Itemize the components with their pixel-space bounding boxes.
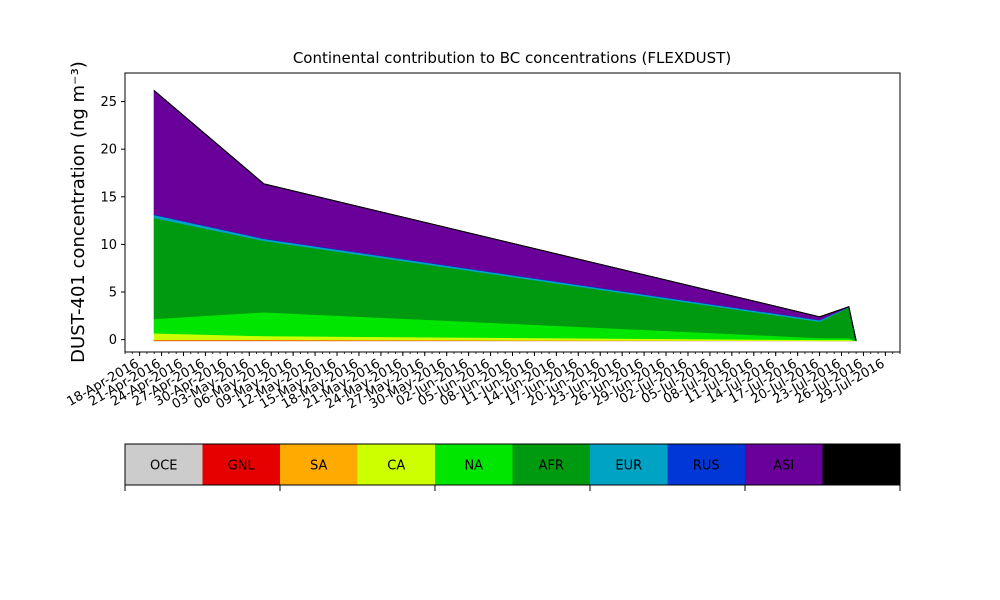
series-areas bbox=[153, 89, 857, 342]
legend-swatch-rus bbox=[667, 444, 745, 485]
total-outline bbox=[153, 90, 857, 341]
legend-swatch-na bbox=[435, 444, 513, 485]
legend-label: EUR bbox=[615, 459, 642, 474]
legend-swatch-asi bbox=[745, 444, 823, 485]
legend-swatch-eur bbox=[590, 444, 668, 485]
legend-label: AUS bbox=[848, 459, 875, 474]
legend-label: NA bbox=[464, 459, 483, 474]
legend-swatch-afr bbox=[512, 444, 590, 485]
legend-label: SA bbox=[310, 459, 327, 474]
legend-swatch-sa bbox=[280, 444, 358, 485]
legend-frame bbox=[124, 443, 901, 486]
y-tick-label: 5 bbox=[109, 286, 117, 301]
y-tick-label: 20 bbox=[100, 143, 117, 158]
legend-label: ASI bbox=[773, 459, 794, 474]
chart-title: Continental contribution to BC concentra… bbox=[293, 49, 731, 67]
y-tick-label: 15 bbox=[100, 190, 117, 205]
y-tick-label: 10 bbox=[100, 238, 117, 253]
legend-label: GNL bbox=[228, 459, 256, 474]
plot-area: 051015202518-Apr-201621-Apr-201624-Apr-2… bbox=[65, 72, 901, 412]
legend-label: RUS bbox=[693, 459, 720, 474]
legend-swatch-oce bbox=[125, 444, 203, 485]
legend-label: AFR bbox=[539, 459, 564, 474]
y-axis-label: DUST-401 concentration (ng m⁻³) bbox=[68, 61, 89, 363]
legend: OCE GNL SA CA NA AFR EUR RUS ASI AUS bbox=[124, 443, 901, 491]
legend-label: CA bbox=[387, 459, 405, 474]
y-tick-label: 0 bbox=[109, 333, 117, 348]
legend-swatch-gnl bbox=[202, 444, 280, 485]
legend-swatch-ca bbox=[357, 444, 435, 485]
legend-label: OCE bbox=[150, 459, 178, 474]
legend-swatch-aus bbox=[822, 444, 900, 485]
y-tick-label: 25 bbox=[100, 95, 117, 110]
